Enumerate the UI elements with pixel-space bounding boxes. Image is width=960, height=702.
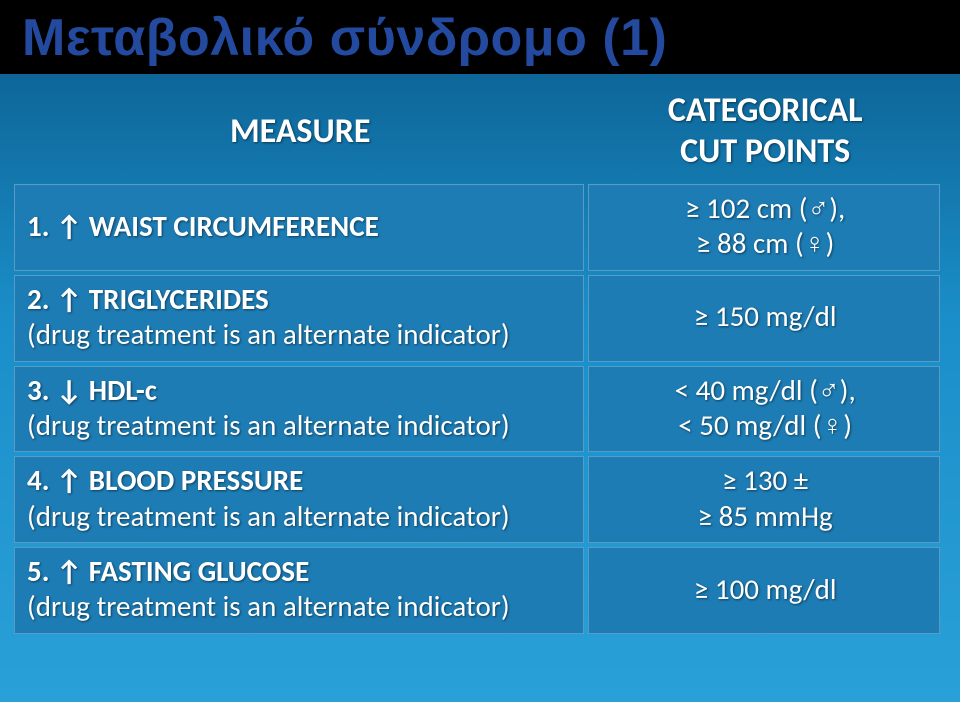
table-row: 1. ↑ WAIST CIRCUMFERENCE ≥ 102 cm (♂), ≥… [14, 184, 940, 271]
measure-cell: 2. ↑ TRIGLYCERIDES (drug treatment is an… [14, 275, 584, 362]
measure-title: 3. ↓ HDL-c [27, 372, 157, 408]
cut-cell: ≥ 102 cm (♂), ≥ 88 cm (♀) [588, 184, 940, 271]
measure-sub: (drug treatment is an alternate indicato… [27, 316, 510, 352]
slide-title: Μεταβολικό σύνδρομο (1) [22, 9, 667, 67]
measure-title: 4. ↑ BLOOD PRESSURE [27, 462, 303, 498]
header-cut-points: CATEGORICAL CUT POINTS [588, 84, 940, 180]
measure-cell: 4. ↑ BLOOD PRESSURE (drug treatment is a… [14, 456, 584, 543]
measure-cell: 3. ↓ HDL-c (drug treatment is an alterna… [14, 366, 584, 453]
table-header-row: MEASURE CATEGORICAL CUT POINTS [14, 84, 940, 180]
title-bar: Μεταβολικό σύνδρομο (1) [0, 0, 960, 74]
table-row: 2. ↑ TRIGLYCERIDES (drug treatment is an… [14, 275, 940, 362]
measure-sub: (drug treatment is an alternate indicato… [27, 498, 510, 534]
criteria-table: MEASURE CATEGORICAL CUT POINTS 1. ↑ WAIS… [10, 80, 944, 638]
measure-sub: (drug treatment is an alternate indicato… [27, 407, 510, 443]
header-measure: MEASURE [14, 84, 584, 180]
cut-cell: ≥ 150 mg/dl [588, 275, 940, 362]
measure-title: 2. ↑ TRIGLYCERIDES [27, 281, 269, 317]
cut-cell: ≥ 130 ± ≥ 85 mmHg [588, 456, 940, 543]
measure-sub: (drug treatment is an alternate indicato… [27, 588, 510, 624]
measure-title: 5. ↑ FASTING GLUCOSE [27, 553, 309, 589]
measure-title: 1. ↑ WAIST CIRCUMFERENCE [27, 208, 379, 244]
cut-cell: ≥ 100 mg/dl [588, 547, 940, 634]
measure-cell: 5. ↑ FASTING GLUCOSE (drug treatment is … [14, 547, 584, 634]
cut-cell: < 40 mg/dl (♂), < 50 mg/dl (♀) [588, 366, 940, 453]
table-row: 5. ↑ FASTING GLUCOSE (drug treatment is … [14, 547, 940, 634]
measure-cell: 1. ↑ WAIST CIRCUMFERENCE [14, 184, 584, 271]
table-row: 4. ↑ BLOOD PRESSURE (drug treatment is a… [14, 456, 940, 543]
table-row: 3. ↓ HDL-c (drug treatment is an alterna… [14, 366, 940, 453]
slide: Μεταβολικό σύνδρομο (1) MEASURE CATEGORI… [0, 0, 960, 702]
